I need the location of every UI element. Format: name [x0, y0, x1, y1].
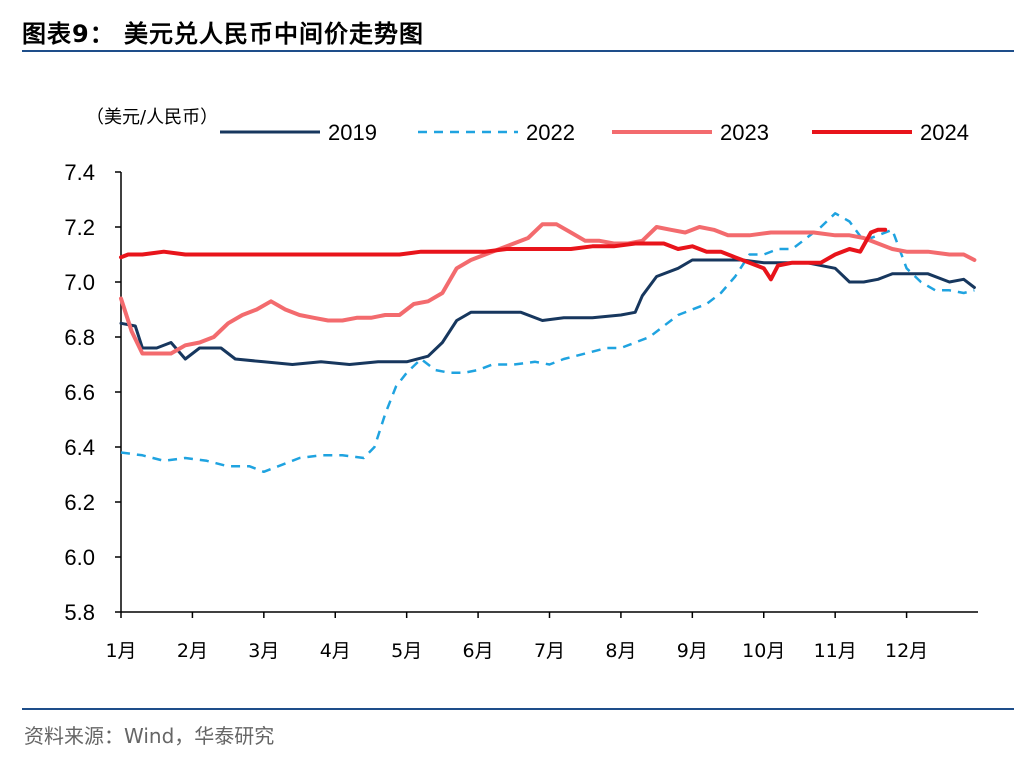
y-unit-label: （美元/人民币） [86, 107, 218, 128]
figure-title: 图表9： 美元兑人民币中间价走势图 [22, 20, 425, 48]
x-tick-label: 11月 [814, 640, 857, 662]
x-tick-label: 6月 [463, 640, 494, 662]
source-note: 资料来源：Wind，华泰研究 [24, 724, 275, 748]
legend-label-2019: 2019 [328, 120, 377, 145]
chart-axes: 7.4 7.2 7.0 6.8 6.6 6.4 6.2 6.0 5.8 1月 2月 3月 4月 5月 6月 7… [64, 160, 978, 662]
x-tick-label: 7月 [534, 640, 565, 662]
y-tick-label: 6.8 [64, 325, 95, 350]
legend-label-2022: 2022 [526, 120, 575, 145]
plot-area [119, 212, 977, 474]
series-line-2024 [119, 227, 888, 282]
y-tick-label: 5.8 [64, 600, 95, 625]
top-divider [22, 50, 1014, 52]
x-tick-label: 5月 [391, 640, 422, 662]
x-tick-label: 2月 [177, 640, 208, 662]
y-tick-label: 6.2 [64, 490, 95, 515]
y-tick-label: 7.0 [64, 270, 95, 295]
series-line-2023 [119, 222, 977, 356]
series-line-2022 [120, 212, 975, 474]
chart-legend: 2019 2022 2023 2024 [220, 120, 969, 145]
x-tick-label: 9月 [677, 640, 708, 662]
y-tick-label: 7.4 [64, 160, 95, 185]
line-chart: （美元/人民币） 2019 2022 2023 2024 7.4 7.2 7.0 6.8 6.… [64, 107, 978, 662]
x-tick-label: 10月 [742, 640, 785, 662]
x-tick-label: 12月 [885, 640, 928, 662]
series-line-2019 [119, 258, 976, 366]
bottom-divider [22, 708, 1014, 710]
y-tick-label: 7.2 [64, 215, 95, 240]
y-tick-label: 6.6 [64, 380, 95, 405]
x-tick-label: 4月 [320, 640, 351, 662]
legend-label-2023: 2023 [720, 120, 769, 145]
y-tick-label: 6.4 [64, 435, 95, 460]
x-tick-label: 1月 [105, 640, 136, 662]
x-tick-label: 3月 [248, 640, 279, 662]
y-tick-label: 6.0 [64, 545, 95, 570]
x-tick-label: 8月 [605, 640, 636, 662]
legend-label-2024: 2024 [920, 120, 969, 145]
